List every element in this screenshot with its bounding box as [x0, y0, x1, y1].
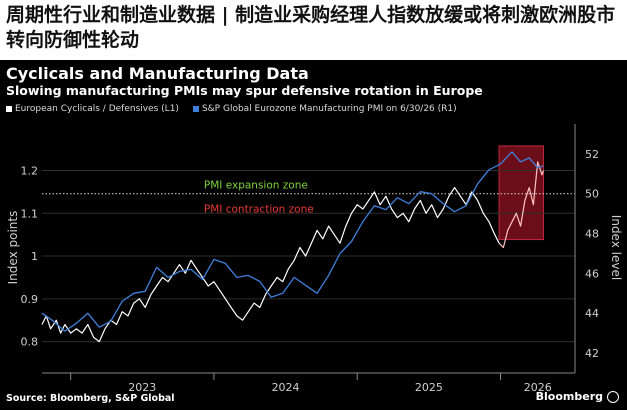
series-line-1: [498, 161, 545, 249]
chart-title: Cyclicals and Manufacturing Data: [6, 64, 309, 83]
y-left-tick-label: 0.8: [21, 336, 39, 349]
brand: Bloomberg: [536, 390, 619, 403]
y-left-tick-label: 1.2: [21, 165, 39, 178]
y-right-tick-label: 44: [585, 307, 599, 320]
y-left-tick-label: 0.9: [21, 293, 39, 306]
legend-swatch-cyclicals: [6, 106, 12, 112]
series-line-2: [41, 151, 544, 332]
y-left-axis-title: Index points: [6, 211, 20, 285]
y-right-tick-label: 42: [585, 347, 599, 360]
chart-subtitle: Slowing manufacturing PMIs may spur defe…: [6, 83, 483, 98]
headline: 周期性行业和制造业数据 | 制造业采购经理人指数放缓或将刺激欧洲股市转向防御性轮…: [6, 4, 616, 51]
brand-logo-icon: [607, 390, 619, 403]
annotation-expansion-zone: PMI expansion zone: [204, 180, 308, 192]
series-line-0: [41, 187, 500, 343]
x-tick-label: 2024: [272, 381, 300, 394]
legend-label-pmi: S&P Global Eurozone Manufacturing PMI on…: [201, 104, 457, 114]
y-right-tick-label: 48: [585, 228, 599, 241]
x-tick-label: 2023: [128, 381, 156, 394]
y-left-tick-label: 1.1: [21, 207, 39, 220]
x-tick-label: 2026: [524, 381, 552, 394]
y-right-tick-label: 52: [585, 148, 599, 161]
source-note: Source: Bloomberg, S&P Global: [6, 393, 175, 404]
y-right-axis-title: Index level: [609, 215, 623, 280]
chart-svg: 0.8 0.9 1 1.1 1.2 42 44 46 48 50 52 2023 2024 2025 202…: [6, 124, 623, 394]
legend-swatch-pmi: [192, 106, 199, 112]
legend-item-cyclicals: European Cyclicals / Defensives (L1): [6, 104, 179, 114]
legend-label-cyclicals: European Cyclicals / Defensives (L1): [15, 104, 179, 114]
y-right-tick-label: 46: [585, 267, 599, 280]
x-tick-label: 2025: [415, 381, 443, 394]
y-left-tick-label: 1: [31, 250, 38, 263]
chart-panel: Cyclicals and Manufacturing Data Slowing…: [0, 60, 627, 410]
legend-item-pmi: S&P Global Eurozone Manufacturing PMI on…: [192, 104, 457, 114]
y-right-tick-label: 50: [585, 188, 599, 201]
brand-label: Bloomberg: [535, 390, 603, 403]
annotation-contraction-zone: PMI contraction zone: [204, 204, 314, 216]
chart-legend: European Cyclicals / Defensives (L1) S&P…: [6, 104, 471, 114]
